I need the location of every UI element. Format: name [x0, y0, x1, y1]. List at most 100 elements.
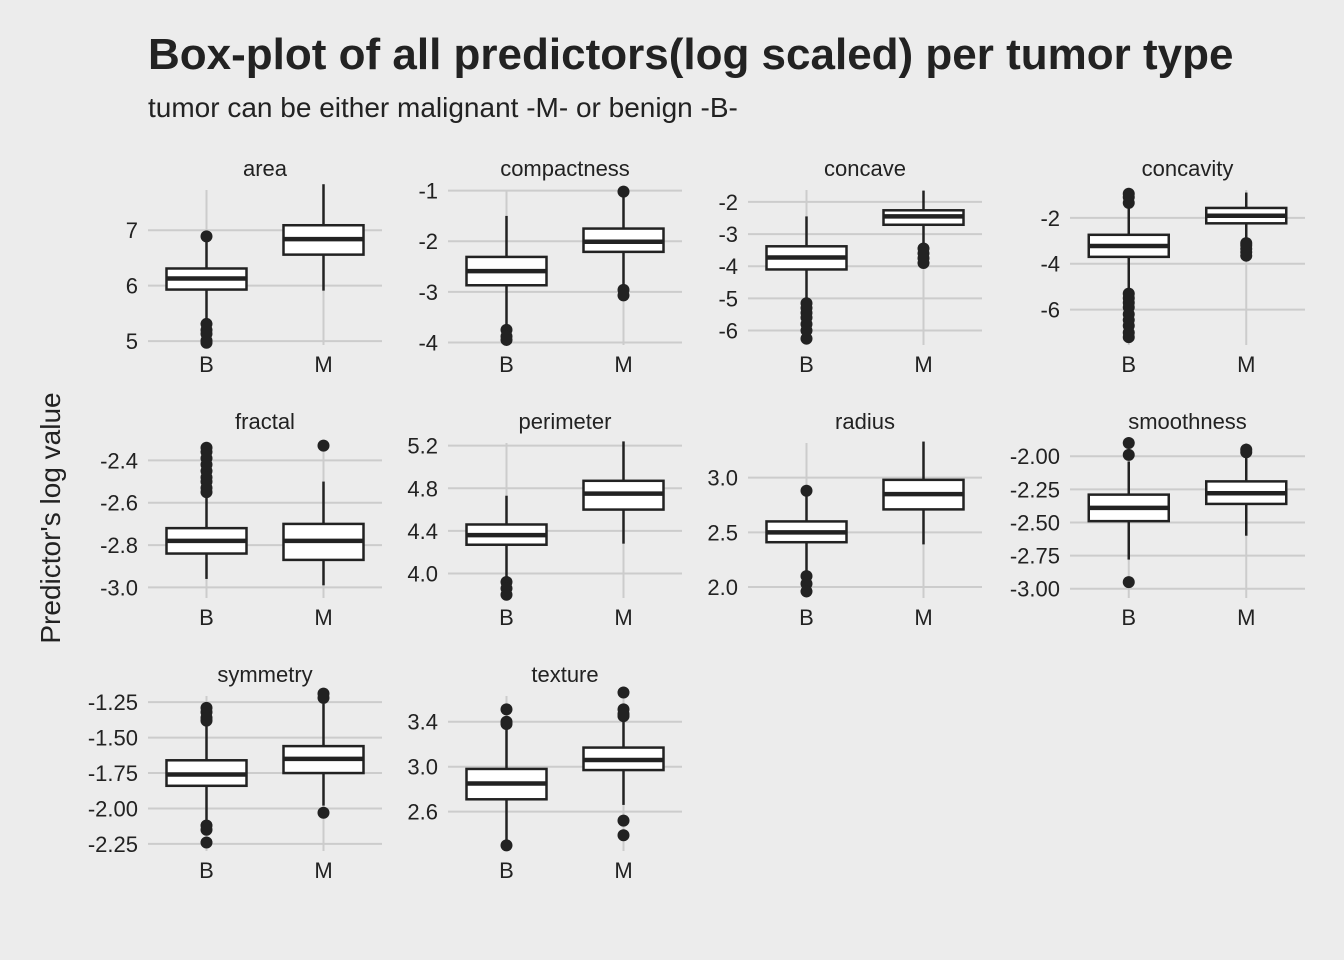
panel-title: concave — [824, 156, 906, 181]
y-tick-label: -6 — [718, 319, 738, 344]
panel-radius: radius 2.0 2.5 3.0 B M — [707, 409, 982, 630]
box-B — [465, 495, 548, 601]
outlier-point — [317, 439, 330, 452]
outlier-point — [1122, 331, 1135, 344]
chart-title: Box-plot of all predictors(log scaled) p… — [148, 30, 1234, 79]
x-tick-label: M — [614, 352, 632, 377]
y-tick-label: -5 — [718, 286, 738, 311]
panel-symmetry: symmetry -2.25 -2.00 -1.75 -1.50 -1.25 B M — [88, 662, 382, 883]
panel-title: fractal — [235, 409, 295, 434]
y-tick-label: -2.75 — [1010, 544, 1060, 569]
outlier-point — [500, 717, 513, 730]
panel-title: concavity — [1142, 156, 1234, 181]
box-B — [1087, 187, 1170, 344]
box-M — [582, 441, 665, 544]
box-B — [1087, 436, 1170, 589]
outlier-point — [1240, 446, 1253, 459]
panel-fractal: fractal -3.0 -2.8 -2.6 -2.4 B M — [100, 409, 382, 630]
y-tick-label: 5 — [126, 329, 138, 354]
panel-title: compactness — [500, 156, 630, 181]
chart-subtitle: tumor can be either malignant -M- or ben… — [148, 92, 738, 123]
panel-compactness: compactness -4 -3 -2 -1 B M — [418, 156, 682, 377]
outlier-point — [617, 829, 630, 842]
x-tick-label: M — [1237, 605, 1255, 630]
outlier-point — [617, 710, 630, 723]
y-tick-label: -2.25 — [1010, 477, 1060, 502]
x-tick-label: B — [199, 858, 214, 883]
x-tick-label: B — [799, 605, 814, 630]
outlier-point — [200, 836, 213, 849]
box-B — [465, 703, 548, 852]
outlier-point — [617, 289, 630, 302]
outlier-point — [617, 185, 630, 198]
box-M — [882, 441, 965, 545]
box-M — [282, 687, 365, 819]
y-tick-label: 4.0 — [407, 561, 438, 586]
panel-title: symmetry — [217, 662, 312, 687]
x-tick-label: M — [614, 858, 632, 883]
outlier-point — [1122, 196, 1135, 209]
y-tick-label: 3.4 — [407, 710, 438, 735]
y-tick-label: 7 — [126, 218, 138, 243]
panel-title: radius — [835, 409, 895, 434]
outlier-point — [500, 839, 513, 852]
x-tick-label: B — [1121, 605, 1136, 630]
y-tick-label: -1.50 — [88, 726, 138, 751]
box-M — [1205, 443, 1288, 536]
panel-smoothness: smoothness -3.00 -2.75 -2.50 -2.25 -2.00 B M — [1010, 409, 1305, 630]
panel-texture: texture 2.6 3.0 3.4 B M — [407, 662, 682, 883]
x-tick-label: M — [314, 858, 332, 883]
y-tick-label: -4 — [418, 330, 438, 355]
box-B — [165, 441, 248, 579]
y-tick-label: -3 — [418, 280, 438, 305]
box-B — [465, 215, 548, 346]
y-tick-label: -1 — [418, 179, 438, 204]
panel-title: area — [243, 156, 288, 181]
y-tick-label: -6 — [1040, 298, 1060, 323]
y-tick-label: -4 — [1040, 252, 1060, 277]
box-B — [765, 216, 848, 345]
y-tick-label: -2.4 — [100, 448, 138, 473]
panel-concave: concave -6 -5 -4 -3 -2 B M — [718, 156, 982, 377]
outlier-point — [200, 714, 213, 727]
x-tick-label: B — [499, 858, 514, 883]
y-tick-label: 4.8 — [407, 476, 438, 501]
outlier-point — [500, 588, 513, 601]
y-tick-label: -2.50 — [1010, 510, 1060, 535]
panel-area: area 5 6 7 B M — [126, 156, 382, 377]
y-tick-label: -3 — [718, 222, 738, 247]
x-tick-label: B — [499, 352, 514, 377]
y-tick-label: -2 — [418, 229, 438, 254]
panel-concavity: concavity -6 -4 -2 B M — [1040, 156, 1305, 377]
x-tick-label: M — [914, 352, 932, 377]
y-tick-label: -2 — [1040, 206, 1060, 231]
y-tick-label: -2.00 — [1010, 444, 1060, 469]
outlier-point — [200, 230, 213, 243]
x-tick-label: M — [614, 605, 632, 630]
outlier-point — [800, 332, 813, 345]
y-tick-label: -2.8 — [100, 533, 138, 558]
x-tick-label: B — [199, 605, 214, 630]
box-M — [882, 190, 965, 270]
panel-perimeter: perimeter 4.0 4.4 4.8 5.2 B M — [407, 409, 682, 630]
x-tick-label: M — [914, 605, 932, 630]
y-tick-label: 3.0 — [407, 755, 438, 780]
y-tick-label: -2.6 — [100, 491, 138, 516]
panel-title: smoothness — [1128, 409, 1247, 434]
outlier-point — [500, 333, 513, 346]
box-M — [1205, 192, 1288, 262]
panel-title: texture — [531, 662, 598, 687]
box-M — [582, 686, 665, 842]
box-M — [282, 184, 365, 291]
y-tick-label: -1.75 — [88, 761, 138, 786]
x-tick-label: M — [1237, 352, 1255, 377]
x-tick-label: M — [314, 605, 332, 630]
outlier-point — [917, 257, 930, 270]
box-M — [282, 439, 365, 586]
y-tick-label: -3.0 — [100, 575, 138, 600]
box-B — [165, 230, 248, 349]
x-tick-label: B — [1121, 352, 1136, 377]
y-tick-label: 2.6 — [407, 800, 438, 825]
box-M — [582, 185, 665, 302]
